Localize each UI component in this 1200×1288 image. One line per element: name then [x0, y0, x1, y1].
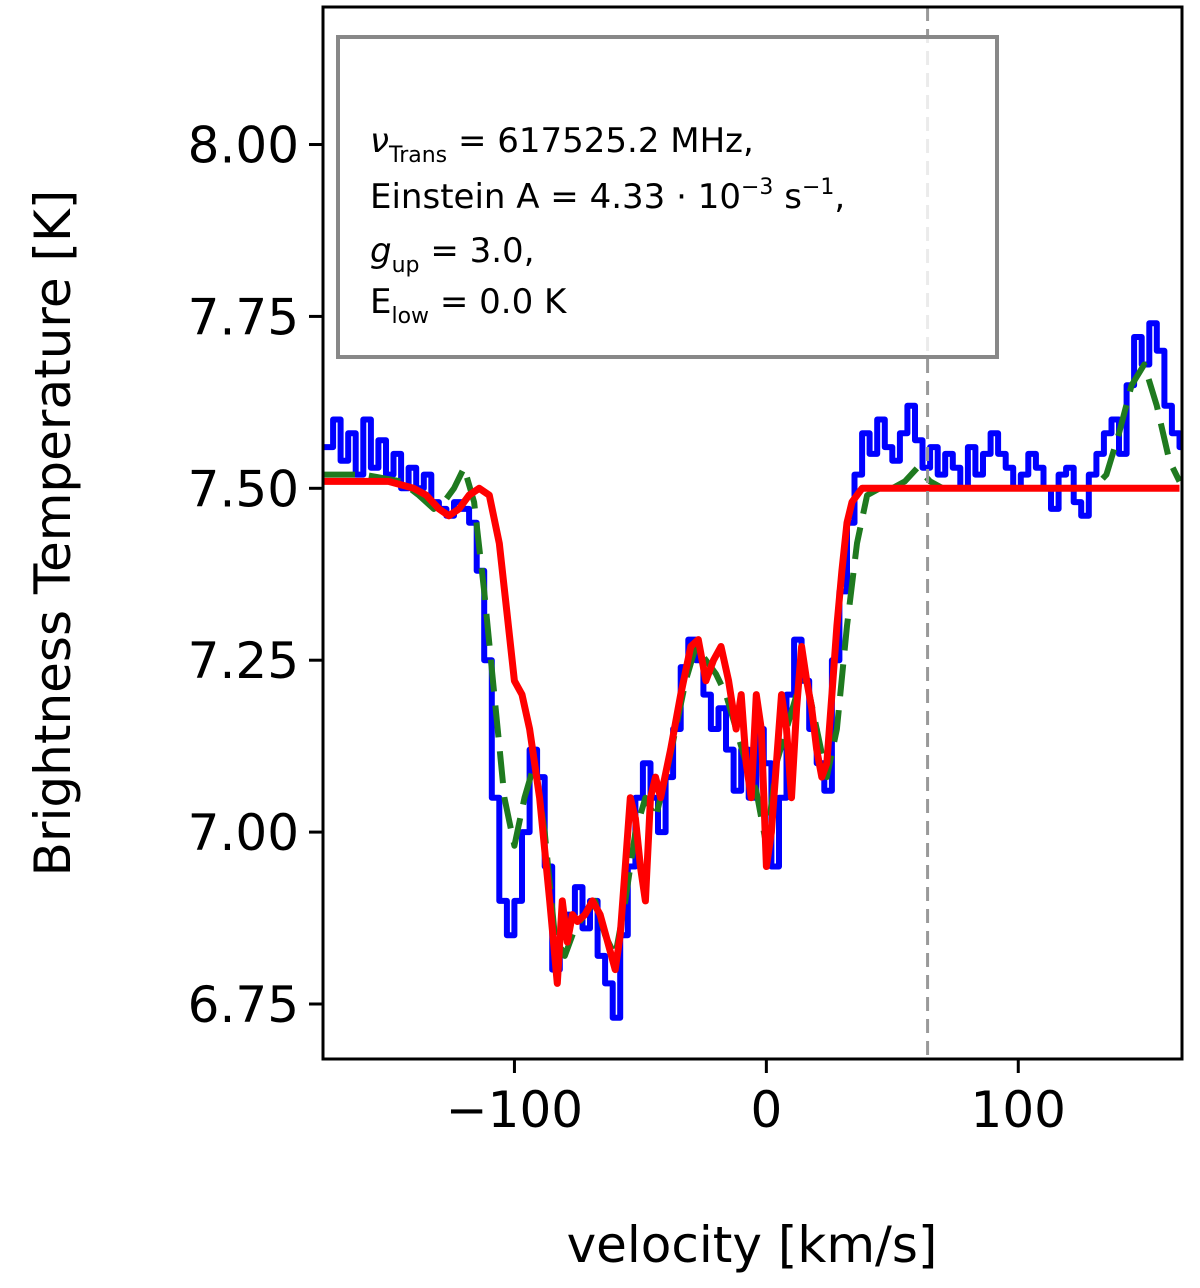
annotation-line-1: νTrans = 617525.2 MHz,: [370, 121, 754, 168]
x-tick-label: 0: [750, 1081, 782, 1139]
x-axis-label: velocity [km/s]: [567, 1216, 938, 1274]
plot-frame: [321, 5, 1184, 1061]
series-line-1: [323, 320, 1182, 1021]
y-tick-label: 8.00: [188, 117, 299, 175]
x-tick-label: 100: [971, 1081, 1066, 1139]
y-axis: 6.75 7.00 7.25 7.50 7.75 8.00: [188, 117, 323, 1034]
y-axis-label: Brightness Temperature [K]: [24, 190, 82, 877]
annotation-frame: [336, 35, 999, 359]
y-tick-label: 7.25: [188, 632, 299, 690]
annotation-line-3: gup = 3.0,: [370, 231, 535, 278]
y-tick-label: 7.00: [188, 804, 299, 862]
y-tick-label: 6.75: [188, 976, 299, 1034]
y-tick-label: 7.75: [188, 288, 299, 346]
x-tick-label: −100: [446, 1081, 583, 1139]
x-axis: −100 0 100: [446, 1059, 1066, 1139]
annotation-line-4: Elow = 0.0 K: [370, 282, 568, 329]
series-line-3: [323, 477, 1180, 987]
annotation-line-2: Einstein A = 4.33 · 10−3 s−1,: [370, 175, 845, 217]
annotation-box: νTrans = 617525.2 MHz, Einstein A = 4.33 …: [336, 35, 999, 359]
series-line-2: [323, 361, 1182, 959]
y-tick-label: 7.50: [188, 460, 299, 518]
series-layer: [323, 320, 1182, 1021]
